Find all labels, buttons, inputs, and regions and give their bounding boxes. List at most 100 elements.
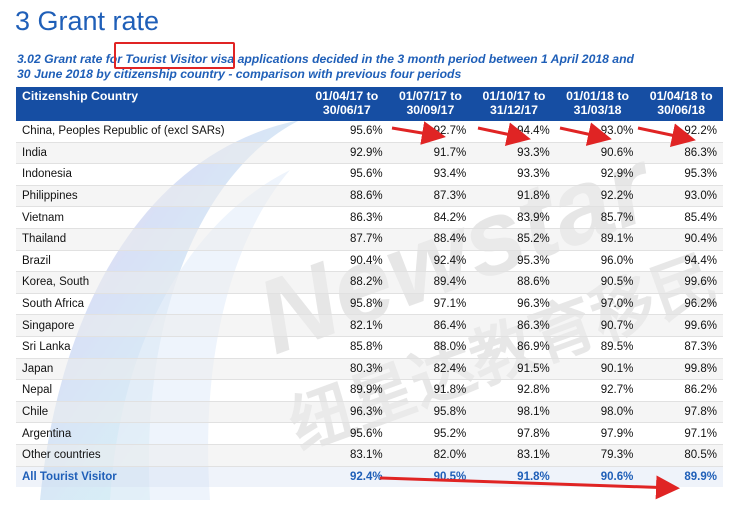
grant-rate-cell: 92.9% [555, 163, 640, 186]
caption-suffix: applications decided in the 3 month peri… [234, 52, 634, 66]
header-period: 01/10/17 to 31/12/17 [472, 87, 556, 121]
grant-rate-cell: 92.7% [388, 121, 473, 143]
header-period: 01/07/17 to 30/09/17 [388, 87, 473, 121]
grant-rate-cell: 88.6% [305, 185, 389, 208]
grant-rate-cell: 82.0% [388, 444, 473, 467]
grant-rate-cell: 99.8% [639, 358, 723, 381]
grant-rate-cell: 88.4% [388, 228, 473, 251]
grant-rate-cell: 91.8% [388, 379, 473, 402]
country-cell: Indonesia [16, 163, 305, 186]
grant-rate-cell: 95.8% [305, 293, 389, 316]
country-cell: India [16, 142, 305, 165]
table-row: Sri Lanka 85.8% 88.0% 86.9% 89.5% 87.3% [16, 336, 723, 359]
grant-rate-cell: 83.9% [472, 206, 556, 229]
country-cell: Japan [16, 358, 305, 381]
grant-rate-cell: 90.1% [555, 358, 640, 381]
grant-rate-cell: 93.4% [388, 163, 473, 186]
header-period: 01/04/17 to 30/06/17 [305, 87, 389, 121]
table-row: Singapore 82.1% 86.4% 86.3% 90.7% 99.6% [16, 314, 723, 337]
grant-rate-cell: 90.6% [555, 465, 640, 488]
grant-rate-cell: 96.3% [472, 293, 556, 316]
country-cell: South Africa [16, 293, 305, 316]
grant-rate-cell: 93.3% [472, 142, 556, 165]
grant-rate-cell: 83.1% [472, 444, 556, 467]
grant-rate-cell: 85.2% [472, 228, 556, 251]
grant-rate-cell: 97.8% [472, 422, 556, 445]
country-cell: Sri Lanka [16, 336, 305, 359]
grant-rate-cell: 80.5% [639, 444, 723, 467]
table-row: India 92.9% 91.7% 93.3% 90.6% 86.3% [16, 142, 723, 165]
grant-rate-cell: 88.6% [472, 271, 556, 294]
highlight-annotation-box [114, 42, 235, 69]
country-cell: Argentina [16, 422, 305, 445]
grant-rate-cell: 92.4% [305, 465, 389, 488]
grant-rate-cell: 89.5% [555, 336, 640, 359]
country-cell: Singapore [16, 314, 305, 337]
table-row: Philippines 88.6% 87.3% 91.8% 92.2% 93.0% [16, 185, 723, 208]
grant-rate-cell: 86.3% [305, 206, 389, 229]
caption-line2: 30 June 2018 by citizenship country - co… [17, 67, 462, 81]
grant-rate-table: Citizenship Country 01/04/17 to 30/06/17 … [16, 87, 723, 488]
grant-rate-cell: 85.7% [555, 206, 640, 229]
grant-rate-cell: 89.9% [639, 465, 723, 488]
grant-rate-cell: 98.1% [472, 401, 556, 424]
grant-rate-cell: 96.0% [555, 250, 640, 273]
grant-rate-cell: 93.0% [555, 121, 640, 143]
header-country: Citizenship Country [16, 87, 305, 121]
grant-rate-cell: 85.4% [639, 206, 723, 229]
grant-rate-cell: 95.2% [388, 422, 473, 445]
grant-rate-cell: 97.8% [639, 401, 723, 424]
grant-rate-cell: 89.4% [388, 271, 473, 294]
grant-rate-cell: 79.3% [555, 444, 640, 467]
grant-rate-cell: 83.1% [305, 444, 389, 467]
table-row: Japan 80.3% 82.4% 91.5% 90.1% 99.8% [16, 358, 723, 381]
grant-rate-cell: 92.4% [388, 250, 473, 273]
grant-rate-cell: 93.3% [472, 163, 556, 186]
grant-rate-cell: 86.3% [639, 142, 723, 165]
table-row: China, Peoples Republic of (excl SARs) 95… [16, 121, 723, 143]
grant-rate-cell: 95.8% [388, 401, 473, 424]
grant-rate-cell: 95.6% [305, 121, 389, 143]
country-cell: All Tourist Visitor [16, 465, 305, 488]
table-row: Indonesia 95.6% 93.4% 93.3% 92.9% 95.3% [16, 163, 723, 186]
table-row: Other countries 83.1% 82.0% 83.1% 79.3% 80.5% [16, 444, 723, 467]
grant-rate-cell: 92.7% [555, 379, 640, 402]
table-caption: 3.02 Grant rate for Tourist Visitor visa… [17, 52, 717, 82]
grant-rate-cell: 96.3% [305, 401, 389, 424]
grant-rate-cell: 94.4% [639, 250, 723, 273]
grant-rate-cell: 91.8% [472, 185, 556, 208]
grant-rate-cell: 90.4% [305, 250, 389, 273]
grant-rate-cell: 90.5% [388, 465, 473, 488]
grant-rate-cell: 99.6% [639, 314, 723, 337]
grant-rate-cell: 95.3% [472, 250, 556, 273]
grant-rate-cell: 92.8% [472, 379, 556, 402]
grant-rate-cell: 89.9% [305, 379, 389, 402]
country-cell: Chile [16, 401, 305, 424]
grant-rate-cell: 91.5% [472, 358, 556, 381]
caption-prefix: 3.02 Grant rate for [17, 52, 126, 66]
grant-rate-cell: 95.3% [639, 163, 723, 186]
table-row: Thailand 87.7% 88.4% 85.2% 89.1% 90.4% [16, 228, 723, 251]
grant-rate-cell: 90.4% [639, 228, 723, 251]
country-cell: Nepal [16, 379, 305, 402]
grant-rate-cell: 84.2% [388, 206, 473, 229]
grant-rate-cell: 86.3% [472, 314, 556, 337]
grant-rate-cell: 87.3% [388, 185, 473, 208]
grant-rate-cell: 87.3% [639, 336, 723, 359]
grant-rate-cell: 97.9% [555, 422, 640, 445]
header-period: 01/01/18 to 31/03/18 [555, 87, 640, 121]
grant-rate-cell: 88.0% [388, 336, 473, 359]
grant-rate-cell: 86.2% [639, 379, 723, 402]
page-heading: 3 Grant rate [15, 6, 160, 36]
grant-rate-cell: 92.2% [555, 185, 640, 208]
grant-rate-cell: 86.9% [472, 336, 556, 359]
table-row: Korea, South 88.2% 89.4% 88.6% 90.5% 99.6% [16, 271, 723, 294]
grant-rate-cell: 86.4% [388, 314, 473, 337]
grant-rate-cell: 80.3% [305, 358, 389, 381]
table-row: Argentina 95.6% 95.2% 97.8% 97.9% 97.1% [16, 422, 723, 445]
grant-rate-cell: 90.5% [555, 271, 640, 294]
table-row: Chile 96.3% 95.8% 98.1% 98.0% 97.8% [16, 401, 723, 424]
grant-rate-cell: 94.4% [472, 121, 556, 143]
country-cell: Brazil [16, 250, 305, 273]
country-cell: Philippines [16, 185, 305, 208]
